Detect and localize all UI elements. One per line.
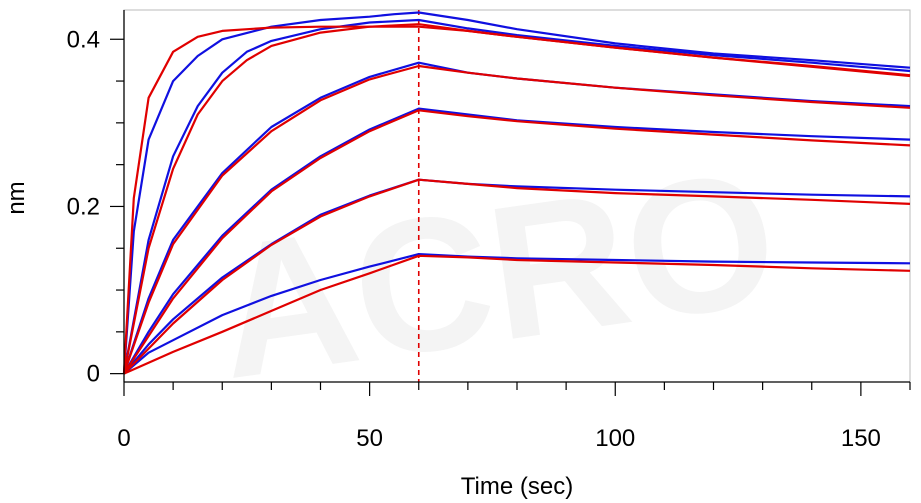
fit-curve — [122, 64, 911, 374]
series-group — [122, 11, 911, 375]
measured-curve — [123, 107, 911, 375]
fit-curve — [122, 23, 911, 374]
axes: 0 50 100 150 0 0.2 0.4 — [67, 10, 911, 452]
x-tick-label: 50 — [356, 425, 383, 452]
x-tick-label: 100 — [595, 425, 635, 452]
fit-curve — [123, 178, 911, 375]
measured-curve — [122, 11, 911, 374]
fit-curve — [123, 254, 911, 375]
y-tick-label: 0 — [87, 361, 100, 388]
y-tick-label: 0.2 — [67, 193, 100, 220]
fit-curve — [123, 109, 911, 375]
y-tick-label: 0.4 — [67, 26, 100, 53]
x-axis-title: Time (sec) — [461, 473, 573, 500]
measured-curve — [123, 253, 911, 375]
x-tick-label: 0 — [117, 425, 130, 452]
x-tick-label: 150 — [841, 425, 881, 452]
y-axis-title: nm — [3, 181, 30, 214]
